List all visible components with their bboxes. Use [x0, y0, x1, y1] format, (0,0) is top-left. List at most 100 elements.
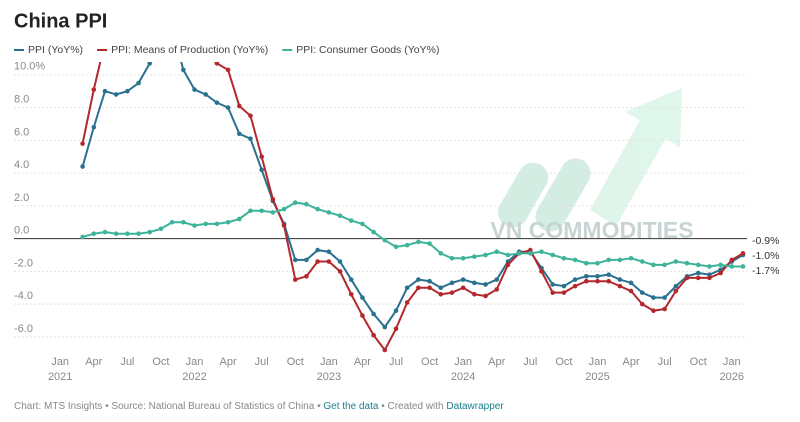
point — [528, 251, 533, 256]
point — [695, 262, 701, 268]
point — [449, 255, 455, 261]
point — [740, 251, 746, 256]
y-tick-label: 2.0 — [14, 192, 29, 204]
point — [270, 197, 276, 202]
point — [494, 249, 500, 255]
x-tick-label: Jan — [51, 356, 69, 368]
point — [460, 285, 466, 291]
legend: PPI (YoY%) PPI: Means of Production (YoY%… — [14, 44, 439, 56]
point — [718, 270, 723, 276]
point — [606, 272, 611, 277]
point — [595, 260, 600, 266]
point — [460, 277, 466, 282]
point — [718, 262, 723, 268]
point — [125, 231, 130, 237]
point — [192, 223, 197, 228]
point — [181, 67, 186, 73]
point — [662, 295, 667, 300]
point — [483, 282, 488, 287]
x-tick-label: Jul — [120, 356, 134, 368]
point — [483, 293, 488, 299]
data-link[interactable]: Get the data — [323, 401, 378, 412]
point — [248, 208, 253, 214]
legend-label: PPI: Means of Production (YoY%) — [111, 44, 268, 56]
point — [393, 244, 399, 250]
point — [371, 229, 376, 235]
point — [427, 241, 432, 246]
x-tick-label: Jul — [389, 356, 403, 368]
point — [292, 257, 298, 263]
point — [281, 206, 287, 212]
point — [304, 201, 309, 207]
point — [729, 264, 735, 269]
point — [673, 288, 679, 294]
point — [292, 200, 298, 205]
series-line — [81, 62, 744, 352]
point — [639, 301, 645, 307]
point — [371, 332, 376, 338]
point — [572, 277, 578, 282]
point — [337, 269, 343, 274]
point — [259, 208, 264, 214]
footer-source: Chart: MTS Insights • Source: National B… — [14, 401, 321, 412]
x-tick-label: Jul — [523, 356, 537, 368]
end-label: -0.9% — [752, 235, 779, 247]
point — [628, 280, 634, 286]
point — [236, 103, 242, 109]
point — [80, 234, 85, 240]
point — [695, 275, 701, 281]
y-tick-label: 6.0 — [14, 126, 29, 138]
point — [170, 25, 175, 30]
lines — [80, 25, 746, 353]
point — [539, 249, 544, 255]
point — [583, 278, 589, 284]
point — [684, 260, 690, 266]
point — [315, 206, 320, 212]
point — [102, 88, 108, 94]
point — [494, 287, 500, 292]
x-tick-label: Apr — [488, 356, 505, 368]
point — [360, 313, 365, 318]
point — [113, 92, 119, 97]
x-tick-label: Jan — [723, 356, 741, 368]
point — [259, 167, 264, 173]
point — [158, 226, 164, 232]
x-tick-label: Apr — [85, 356, 102, 368]
y-tick-label: -2.0 — [14, 257, 33, 269]
point — [181, 219, 186, 225]
point — [147, 62, 153, 66]
point — [248, 113, 253, 119]
point — [113, 231, 119, 237]
point — [393, 326, 399, 332]
tool-link[interactable]: Datawrapper — [446, 401, 504, 412]
point — [673, 259, 679, 264]
point — [628, 255, 634, 261]
point — [707, 264, 712, 269]
end-label: -1.0% — [752, 250, 779, 262]
point — [651, 308, 656, 313]
x-tick-year: 2021 — [48, 371, 72, 383]
point — [617, 283, 623, 289]
point — [662, 306, 667, 312]
point — [292, 277, 298, 282]
y-tick-label: 4.0 — [14, 159, 29, 171]
point — [382, 237, 388, 243]
x-tick-label: Apr — [623, 356, 640, 368]
x-tick-label: Jan — [589, 356, 607, 368]
point — [270, 210, 276, 215]
point — [449, 290, 455, 295]
point — [214, 100, 220, 105]
point — [348, 292, 354, 297]
point — [382, 324, 388, 330]
point — [550, 252, 556, 258]
point — [494, 277, 500, 282]
point — [561, 290, 567, 295]
point — [438, 285, 444, 291]
y-tick-label: -6.0 — [14, 323, 33, 335]
point — [103, 40, 108, 45]
point — [259, 154, 264, 160]
point — [539, 269, 544, 274]
x-tick-label: Oct — [287, 356, 304, 368]
point — [91, 87, 97, 92]
